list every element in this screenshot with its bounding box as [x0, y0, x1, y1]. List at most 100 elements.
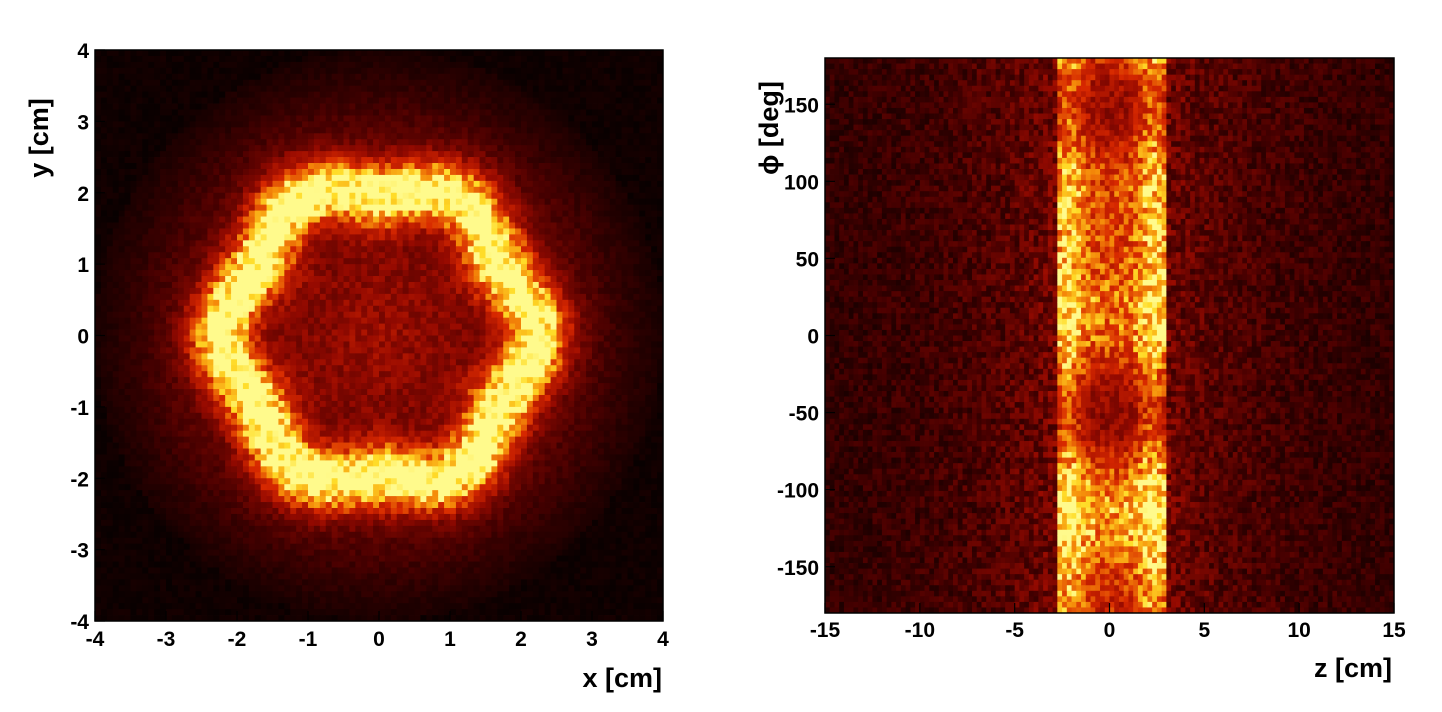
- heatmap-cell: [231, 287, 238, 295]
- heatmap-cell: [379, 67, 386, 75]
- heatmap-cell: [225, 603, 232, 610]
- heatmap-cell: [278, 591, 285, 598]
- heatmap-cell: [343, 317, 350, 325]
- heatmap-cell: [118, 67, 125, 75]
- heatmap-cell: [237, 567, 244, 574]
- heatmap-cell: [166, 359, 173, 366]
- heatmap-cell: [361, 519, 368, 527]
- heatmap-cell: [373, 406, 380, 414]
- heatmap-cell: [325, 192, 333, 200]
- heatmap-cell: [349, 55, 356, 63]
- heatmap-cell: [183, 252, 191, 259]
- heatmap-cell: [219, 311, 226, 319]
- heatmap-cell: [231, 531, 238, 539]
- heatmap-cell: [219, 579, 226, 586]
- heatmap-cell: [284, 597, 291, 604]
- heatmap-cell: [373, 305, 380, 313]
- heatmap-cell: [361, 174, 368, 182]
- heatmap-cell: [343, 555, 350, 562]
- heatmap-cell: [154, 210, 161, 217]
- heatmap-cell: [396, 472, 404, 479]
- heatmap-cell: [112, 222, 120, 229]
- heatmap-cell: [260, 329, 267, 336]
- heatmap-cell: [112, 109, 120, 116]
- heatmap-cell: [213, 276, 220, 283]
- heatmap-cell: [237, 281, 244, 289]
- heatmap-cell: [384, 305, 392, 313]
- heatmap-cell: [154, 115, 161, 122]
- heatmap-cell: [171, 430, 179, 438]
- heatmap-cell: [278, 412, 285, 420]
- heatmap-cell: [95, 460, 102, 467]
- heatmap-cell: [355, 85, 362, 93]
- heatmap-cell: [183, 412, 191, 420]
- heatmap-cell: [242, 442, 250, 449]
- heatmap-cell: [171, 329, 179, 336]
- heatmap-cell: [278, 323, 285, 330]
- heatmap-cell: [154, 454, 161, 461]
- heatmap-cell: [195, 234, 202, 241]
- heatmap-cell: [237, 299, 244, 307]
- heatmap-cell: [148, 472, 155, 479]
- heatmap-cell: [254, 192, 262, 200]
- heatmap-cell: [213, 436, 220, 443]
- heatmap-cell: [201, 460, 208, 467]
- heatmap-cell: [201, 585, 208, 592]
- heatmap-cell: [325, 329, 333, 336]
- heatmap-cell: [343, 103, 350, 110]
- heatmap-cell: [367, 61, 374, 69]
- heatmap-cell: [112, 591, 120, 598]
- heatmap-cell: [290, 436, 297, 443]
- heatmap-cell: [343, 585, 350, 592]
- heatmap-cell: [308, 97, 315, 104]
- heatmap-cell: [373, 317, 380, 325]
- heatmap-cell: [248, 145, 256, 152]
- heatmap-cell: [325, 525, 333, 533]
- heatmap-cell: [136, 377, 143, 384]
- heatmap-cell: [278, 478, 285, 485]
- heatmap-cell: [213, 186, 220, 194]
- heatmap-cell: [361, 549, 368, 556]
- heatmap-cell: [384, 139, 392, 146]
- heatmap-cell: [390, 341, 398, 348]
- heatmap-cell: [248, 567, 256, 574]
- heatmap-cell: [171, 103, 179, 110]
- heatmap-cell: [379, 50, 386, 57]
- heatmap-cell: [254, 496, 262, 503]
- heatmap-cell: [331, 329, 338, 336]
- heatmap-cell: [266, 50, 273, 57]
- heatmap-cell: [189, 198, 196, 206]
- heatmap-cell: [319, 418, 327, 426]
- heatmap-cell: [278, 573, 285, 580]
- heatmap-cell: [319, 365, 327, 372]
- heatmap-cell: [367, 305, 374, 313]
- heatmap-cell: [325, 222, 333, 229]
- heatmap-cell: [136, 597, 143, 604]
- heatmap-cell: [337, 50, 344, 57]
- heatmap-cell: [367, 442, 374, 449]
- heatmap-cell: [225, 246, 232, 253]
- heatmap-cell: [254, 454, 262, 461]
- heatmap-cell: [237, 317, 244, 325]
- heatmap-cell: [154, 79, 161, 87]
- heatmap-cell: [313, 394, 321, 402]
- heatmap-cell: [189, 55, 196, 63]
- heatmap-cell: [284, 591, 291, 598]
- heatmap-cell: [284, 216, 291, 223]
- heatmap-cell: [201, 216, 208, 223]
- heatmap-cell: [331, 91, 338, 98]
- heatmap-cell: [225, 204, 232, 211]
- heatmap-cell: [390, 91, 398, 98]
- heatmap-cell: [349, 603, 356, 610]
- heatmap-cell: [260, 513, 267, 521]
- heatmap-cell: [154, 287, 161, 295]
- heatmap-cell: [160, 127, 167, 134]
- heatmap-cell: [225, 210, 232, 217]
- heatmap-cell: [106, 258, 114, 265]
- heatmap-cell: [367, 347, 374, 354]
- heatmap-cell: [201, 186, 208, 194]
- heatmap-cell: [237, 531, 244, 539]
- heatmap-cell: [160, 531, 167, 539]
- heatmap-cell: [296, 430, 303, 438]
- heatmap-cell: [142, 442, 149, 449]
